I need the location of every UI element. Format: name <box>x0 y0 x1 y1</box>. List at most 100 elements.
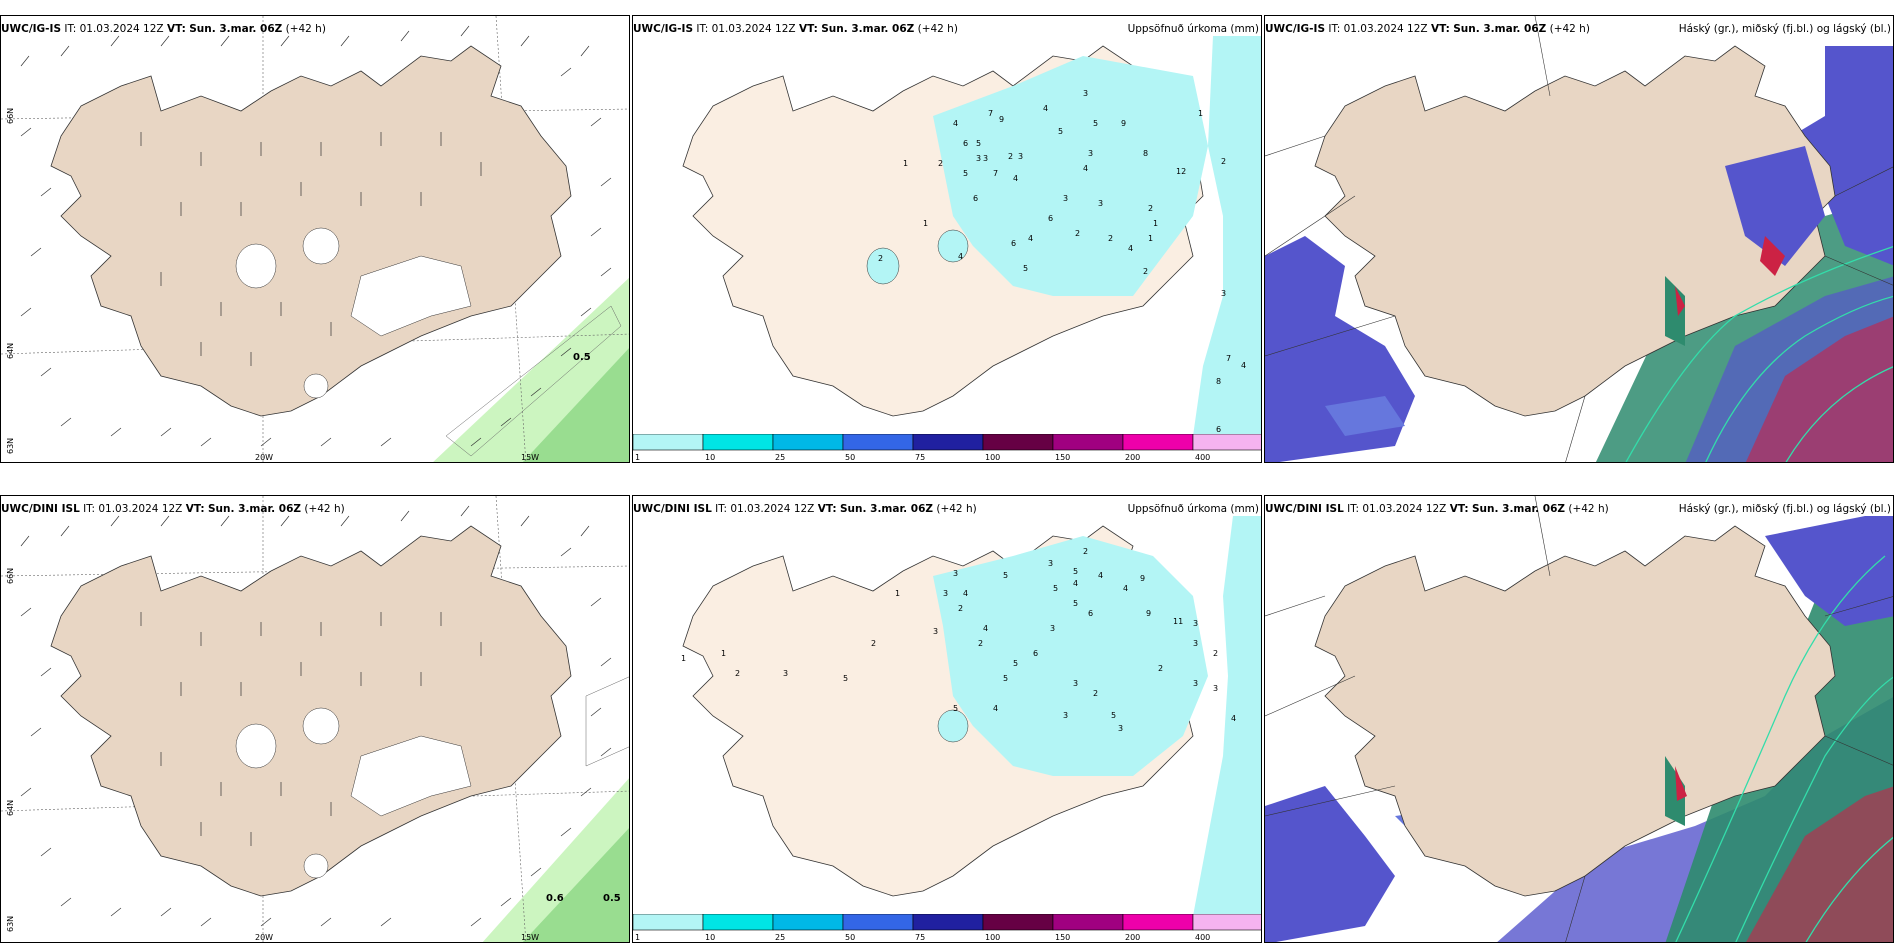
lead-time: (+42 h) <box>1568 503 1609 515</box>
lon-label-20w: 20W <box>255 453 273 462</box>
model-name: UWC/IG-IS <box>1 23 62 35</box>
precip-value: 2 <box>1213 649 1218 658</box>
valid-time: Sun. 3.mar. 06Z <box>821 23 915 35</box>
precip-value: 4 <box>1123 584 1128 593</box>
colorbar-swatch <box>1192 434 1261 451</box>
precip-value: 9 <box>1121 119 1126 128</box>
precip-value: 3 <box>1073 679 1078 688</box>
precip-value: 4 <box>983 624 988 633</box>
model-name: UWC/DINI ISL <box>1 503 80 515</box>
panel-header: UWC/IG-IS IT: 01.03.2024 12Z VT: Sun. 3.… <box>633 18 1261 40</box>
cloud-map-panel-ig: UWC/IG-IS IT: 01.03.2024 12Z VT: Sun. 3.… <box>1264 15 1894 463</box>
colorbar-swatch <box>842 914 914 931</box>
precip-value: 2 <box>1158 664 1163 673</box>
colorbar-tick-label: 400 <box>1195 933 1210 942</box>
precip-value: 2 <box>1008 152 1013 161</box>
precip-value: 9 <box>1146 609 1151 618</box>
lat-label-66: 66N <box>6 568 15 584</box>
lat-label-63: 63N <box>6 438 15 454</box>
colorbar-tick-label: 150 <box>1055 933 1070 942</box>
init-time: IT: 01.03.2024 12Z <box>715 503 815 515</box>
precip-value: 4 <box>1241 361 1246 370</box>
precip-value: 3 <box>933 627 938 636</box>
precip-value: 1 <box>895 589 900 598</box>
precip-value: 3 <box>976 154 981 163</box>
precip-value: 2 <box>958 604 963 613</box>
precip-value: 4 <box>963 589 968 598</box>
precip-value: 4 <box>1083 164 1088 173</box>
vt-label: VT: <box>166 23 186 35</box>
precip-value: 2 <box>1143 267 1148 276</box>
colorbar-tick-label: 50 <box>845 453 855 462</box>
lead-time: (+42 h) <box>917 23 958 35</box>
lat-label-64: 64N <box>6 800 15 816</box>
colorbar-swatch <box>912 914 984 931</box>
precip-value: 5 <box>843 674 848 683</box>
precip-value: 12 <box>1176 167 1186 176</box>
model-name: UWC/IG-IS <box>1265 23 1326 35</box>
precip-value: 6 <box>1048 214 1053 223</box>
precip-map-dini: 2 3 5 3 5 4 1 3 4 4 5 9 4 2 5 6 9 2 4 3 <box>633 496 1261 942</box>
precip-value: 5 <box>1023 264 1028 273</box>
init-time: IT: 01.03.2024 12Z <box>696 23 796 35</box>
precip-value: 4 <box>1013 174 1018 183</box>
colorbar-swatch <box>1122 434 1194 451</box>
precip-value: 7 <box>993 169 998 178</box>
precip-value: 7 <box>988 109 993 118</box>
vt-label: VT: <box>817 503 837 515</box>
model-name: UWC/DINI ISL <box>1265 503 1344 515</box>
colorbar-swatch <box>772 914 844 931</box>
precip-value: 2 <box>1093 689 1098 698</box>
colorbar-tick-label: 10 <box>705 453 715 462</box>
precip-value: 1 <box>681 654 686 663</box>
colorbar-swatch <box>633 434 704 451</box>
precip-value: 2 <box>1221 157 1226 166</box>
model-name: UWC/IG-IS <box>633 23 694 35</box>
cloud-map-panel-dini: UWC/DINI ISL IT: 01.03.2024 12Z VT: Sun.… <box>1264 495 1894 943</box>
colorbar-tick-label: 75 <box>915 453 925 462</box>
precip-value: 5 <box>1073 567 1078 576</box>
precip-value: 6 <box>973 194 978 203</box>
cloud-map-dini <box>1265 496 1893 942</box>
precip-value: 3 <box>1193 639 1198 648</box>
precip-value: 4 <box>1043 104 1048 113</box>
precip-value: 8 <box>1216 377 1221 386</box>
precip-value: 3 <box>1213 684 1218 693</box>
precip-value: 2 <box>871 639 876 648</box>
precip-value: 6 <box>1088 609 1093 618</box>
precip-value: 3 <box>943 589 948 598</box>
colorbar-swatch <box>702 914 774 931</box>
precip-map-panel-dini: 2 3 5 3 5 4 1 3 4 4 5 9 4 2 5 6 9 2 4 3 <box>632 495 1262 943</box>
colorbar-swatch <box>772 434 844 451</box>
precip-value: 3 <box>1083 89 1088 98</box>
precip-value: 4 <box>1028 234 1033 243</box>
precip-value: 5 <box>953 704 958 713</box>
precip-value: 3 <box>1063 711 1068 720</box>
colorbar-swatch <box>1052 914 1124 931</box>
param-title: Uppsöfnuð úrkoma (mm) <box>1127 23 1259 35</box>
vt-label: VT: <box>185 503 205 515</box>
precip-value: 2 <box>1148 204 1153 213</box>
precip-value: 9 <box>999 115 1004 124</box>
precip-value: 3 <box>953 569 958 578</box>
param-title: Háský (gr.), miðský (fj.bl.) og lágský (… <box>1678 23 1891 35</box>
precip-value: 4 <box>1231 714 1236 723</box>
precip-value: 1 <box>923 219 928 228</box>
precip-value: 2 <box>1075 229 1080 238</box>
init-time: IT: 01.03.2024 12Z <box>64 23 164 35</box>
colorbar-tick-label: 75 <box>915 933 925 942</box>
precip-value: 5 <box>1013 659 1018 668</box>
colorbar-swatch <box>702 434 774 451</box>
colorbar-tick-label: 200 <box>1125 453 1140 462</box>
lon-label-15w: 15W <box>521 933 539 942</box>
precip-value: 5 <box>1003 571 1008 580</box>
param-title: Háský (gr.), miðský (fj.bl.) og lágský (… <box>1678 503 1891 515</box>
wind-value-label: 0.5 <box>573 352 591 363</box>
lat-label-64: 64N <box>6 343 15 359</box>
init-time: IT: 01.03.2024 12Z <box>1347 503 1447 515</box>
precip-value: 3 <box>1048 559 1053 568</box>
colorbar-swatch <box>633 914 704 931</box>
cloud-map-ig <box>1265 16 1893 462</box>
lead-time: (+42 h) <box>285 23 326 35</box>
precip-value: 2 <box>978 639 983 648</box>
